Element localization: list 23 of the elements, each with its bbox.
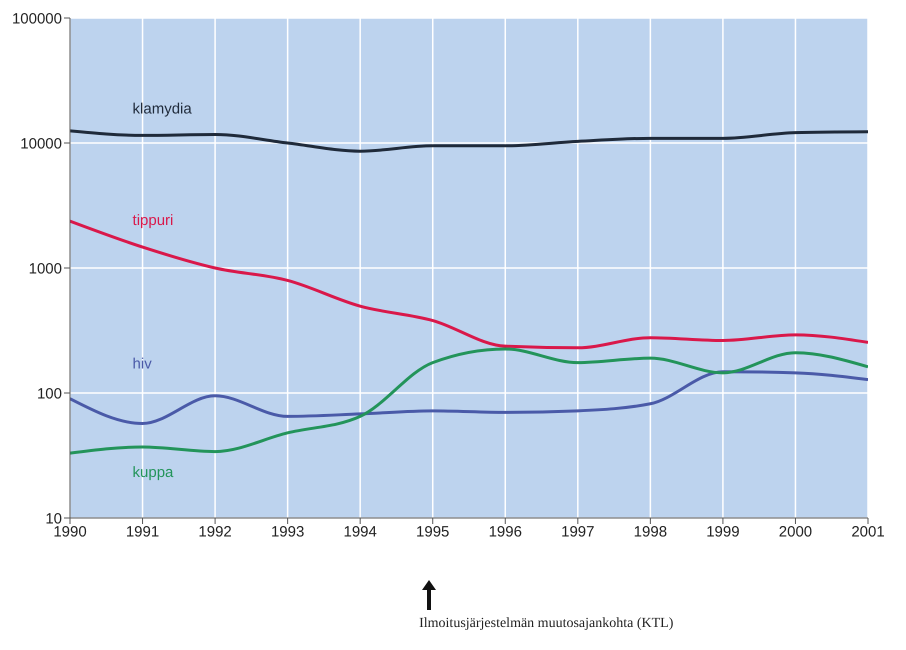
x-tick-label: 1992	[198, 524, 232, 541]
line-series	[70, 370, 868, 426]
x-tick-label: 1996	[488, 524, 522, 541]
x-tick-label: 1998	[634, 524, 668, 541]
series-label: tippuri	[132, 212, 174, 230]
x-tick-label: 1997	[561, 524, 595, 541]
x-tick-label: 1991	[126, 524, 160, 541]
series-label: klamydia	[132, 100, 192, 118]
x-tick-label: 1999	[706, 524, 740, 541]
x-tick-label: 1995	[416, 524, 450, 541]
y-tick-label: 10000	[20, 135, 62, 152]
series-label: kuppa	[132, 464, 174, 481]
line-series	[70, 129, 868, 153]
y-tick-label: 100	[36, 385, 62, 402]
x-tick-label: 2001	[851, 524, 885, 541]
y-tick-label: 1000	[28, 260, 62, 278]
x-tick-label: 1993	[270, 524, 304, 541]
text: Ilmoitusjärjestelmän muutosajankohta (KTL)	[419, 616, 674, 632]
text: hiv	[132, 356, 152, 373]
x-tick-label: 2000	[778, 524, 812, 541]
y-tick-label: 100000	[12, 10, 62, 28]
x-tick-label: 1994	[343, 524, 377, 541]
line-series	[70, 347, 868, 455]
